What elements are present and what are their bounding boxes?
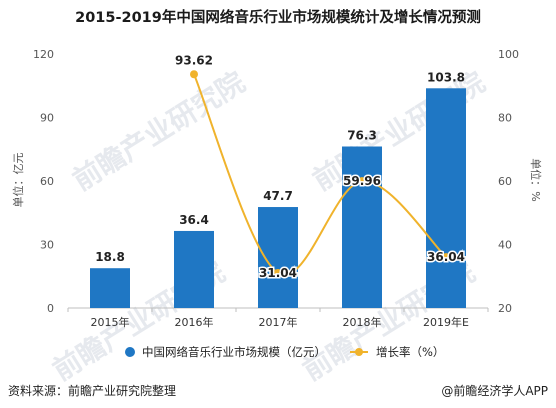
x-tick-label: 2016年 [175, 315, 214, 329]
y-left-tick-label: 0 [47, 302, 54, 315]
bar [342, 146, 382, 308]
legend-line-label: 增长率（%） [376, 345, 444, 359]
y-right-tick-label: 40 [498, 239, 512, 252]
growth-rate-label: 36.04 [427, 250, 465, 264]
x-tick-label: 2015年 [91, 315, 130, 329]
y-right-tick-label: 20 [498, 302, 512, 315]
y-left-tick-label: 120 [33, 48, 54, 61]
growth-rate-label: 59.96 [343, 174, 381, 188]
growth-rate-label: 93.62 [175, 53, 213, 67]
y-right-axis-title: 单位：% [529, 158, 543, 201]
y-right-tick-label: 80 [498, 112, 512, 125]
bar [174, 230, 214, 308]
bar [90, 268, 130, 308]
source-note: 资料来源：前瞻产业研究院整理 [8, 384, 177, 398]
bar-value-label: 47.7 [263, 189, 293, 203]
growth-rate-point [358, 177, 366, 186]
y-left-tick-label: 60 [40, 175, 54, 188]
y-right-tick-label: 100 [498, 48, 519, 61]
x-tick-label: 2017年 [259, 315, 298, 329]
growth-rate-point [190, 70, 198, 79]
bar-value-label: 36.4 [179, 213, 209, 227]
y-left-tick-label: 30 [40, 239, 54, 252]
y-right-tick-label: 60 [498, 175, 512, 188]
y-left-axis-title: 单位：亿元 [11, 153, 25, 208]
growth-rate-point [274, 268, 282, 277]
bar-value-label: 18.8 [95, 250, 125, 264]
credit-note: @前瞻经济学人APP [441, 384, 548, 398]
x-tick-label: 2018年 [343, 315, 382, 329]
x-tick-label: 2019年E [423, 315, 469, 329]
growth-rate-line [193, 73, 447, 276]
legend-bar-label: 中国网络音乐行业市场规模（亿元） [142, 345, 326, 359]
legend-bar-swatch [125, 347, 135, 357]
y-left-tick-label: 90 [40, 112, 54, 125]
bar-value-label: 76.3 [347, 128, 377, 142]
bar-value-label: 103.8 [427, 70, 465, 84]
growth-rate-point [442, 253, 450, 262]
legend-line-marker [355, 348, 363, 356]
bar [426, 88, 466, 308]
growth-rate-label: 31.04 [259, 266, 297, 280]
chart-title: 2015-2019年中国网络音乐行业市场规模统计及增长情况预测 [75, 10, 481, 26]
